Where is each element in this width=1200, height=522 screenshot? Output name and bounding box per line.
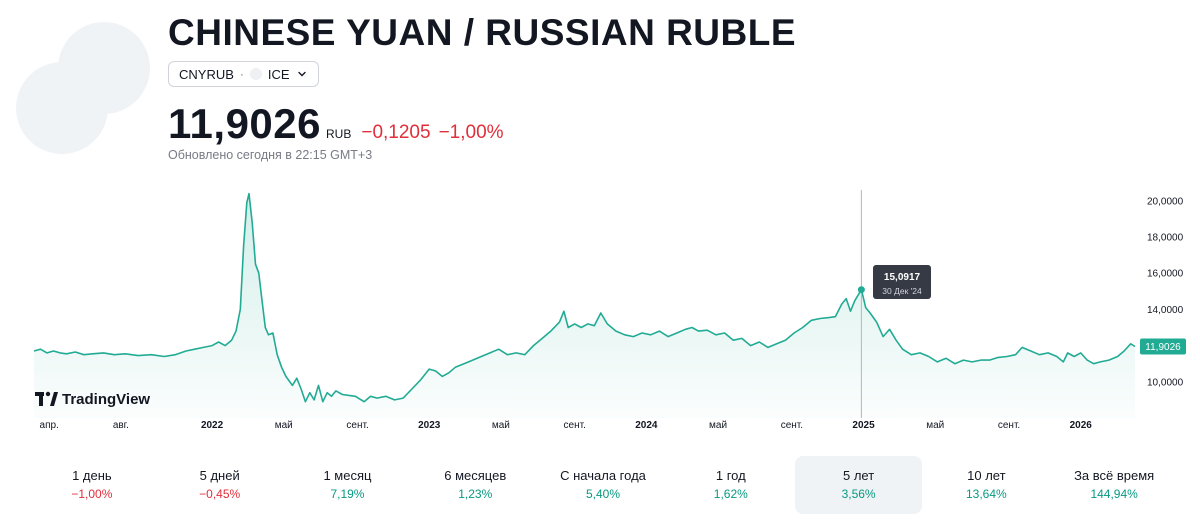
tradingview-logo: TradingView [35,391,150,408]
period-tab[interactable]: За всё время 144,94% [1050,456,1178,514]
period-tab[interactable]: 1 год 1,62% [667,456,795,514]
chevron-down-icon [297,71,306,77]
hover-point [857,286,865,294]
current-price-badge: 11,9026 [1140,338,1186,355]
y-tick-label: 14,0000 [1147,305,1184,316]
period-label: 1 год [715,468,746,483]
x-tick-label: 2023 [418,420,441,431]
period-change: 13,64% [966,487,1007,501]
current-price-label: 11,9026 [1145,342,1181,353]
period-label: 6 месяцев [444,468,507,483]
price-area [34,193,1135,418]
last-price: 11,9026 [168,100,322,147]
y-tick-label: 20,0000 [1147,196,1184,207]
period-label: С начала года [560,468,646,483]
symbol-ticker: CNYRUB [179,66,234,82]
period-tab[interactable]: 10 лет 13,64% [922,456,1050,514]
x-tick-label: сент. [346,420,368,431]
x-tick-label: май [926,420,944,431]
x-tick-label: сент. [564,420,586,431]
x-tick-label: 2025 [852,420,875,431]
period-change: 5,40% [586,487,621,501]
update-time: Обновлено сегодня в 22:15 GMT+3 [168,148,373,162]
x-tick-label: авг. [113,420,129,431]
period-change: 7,19% [330,487,365,501]
symbol-selector[interactable]: CNYRUB · ICE [168,61,319,87]
quote-row: 11,9026 RUB −0,1205 −1,00% [168,100,504,148]
period-change: 1,23% [458,487,493,501]
x-tick-label: сент. [998,420,1020,431]
period-label: 5 дней [199,468,240,483]
period-label: 10 лет [967,468,1006,483]
period-change: −1,00% [71,487,113,501]
period-tab[interactable]: 5 дней −0,45% [156,456,284,514]
x-tick-label: апр. [40,420,59,431]
period-label: 1 месяц [323,468,372,483]
tooltip-date: 30 Дек '24 [882,286,922,296]
price-line [33,192,1136,403]
x-tick-label: 2022 [201,420,224,431]
page-title: CHINESE YUAN / RUSSIAN RUBLE [168,12,797,53]
y-tick-label: 10,0000 [1147,377,1184,388]
period-tab[interactable]: 1 день −1,00% [28,456,156,514]
period-label: За всё время [1074,468,1155,483]
x-tick-label: май [275,420,293,431]
period-change: −0,45% [199,487,241,501]
y-tick-label: 16,0000 [1147,269,1184,280]
separator-dot: · [239,67,244,81]
price-change: −0,1205 [361,122,431,143]
period-tab[interactable]: 5 лет 3,56% [794,456,923,514]
period-selector: 1 день −1,00% 5 дней −0,45% 1 месяц 7,19% 6 ме… [28,456,1178,514]
period-label: 1 день [72,468,112,483]
x-tick-label: май [492,420,510,431]
period-change: 3,56% [841,487,876,501]
period-change: 1,62% [713,487,748,501]
symbol-logo-placeholder [16,62,108,154]
y-tick-label: 18,0000 [1147,233,1184,244]
x-tick-label: 2026 [1070,420,1093,431]
period-label: 5 лет [842,468,875,483]
period-tab[interactable]: С начала года 5,40% [539,456,667,514]
exchange-name: ICE [267,66,290,82]
x-tick-label: сент. [781,420,803,431]
period-change: 144,94% [1090,487,1138,501]
tooltip-value: 15,0917 [884,272,921,283]
exchange-logo-icon [249,68,262,80]
x-tick-label: 2024 [635,420,658,431]
chart-tooltip: 15,0917 30 Дек '24 [873,265,931,299]
period-tab[interactable]: 6 месяцев 1,23% [411,456,539,514]
period-tab[interactable]: 1 месяц 7,19% [284,456,412,514]
price-chart[interactable]: 10,000012,000014,000016,000018,000020,00… [0,180,1200,440]
price-currency: RUB [326,127,352,141]
price-change-percent: −1,00% [438,122,504,143]
x-tick-label: май [709,420,727,431]
tradingview-icon [35,391,58,406]
tradingview-wordmark: TradingView [62,391,150,408]
